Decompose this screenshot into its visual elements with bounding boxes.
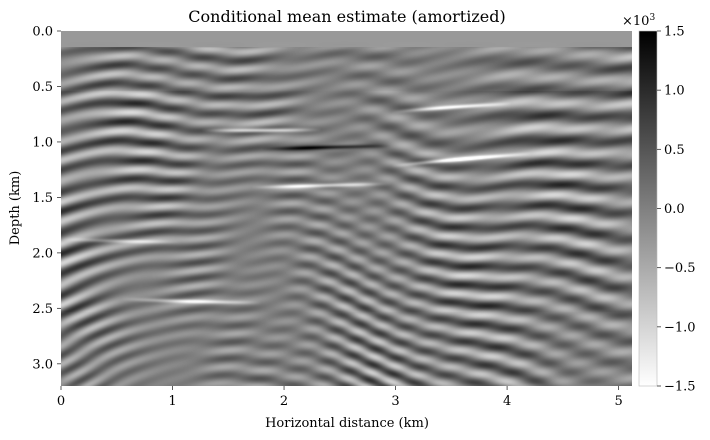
water-layer [61,31,632,47]
seismic-image [61,31,632,386]
chart-title: Conditional mean estimate (amortized) [188,7,505,26]
colorbar-ticks: 1.5 1.0 0.5 0.0 −0.5 −1.0 −1.5 [657,25,696,395]
colorbar-tick-label: 1.5 [664,25,685,40]
y-tick-label: 2.0 [32,246,53,261]
x-tick-label: 0 [57,394,65,409]
colorbar-multiplier: ×103 [622,13,655,29]
colorbar-multiplier-exp: 3 [649,13,655,23]
plot-area [61,31,632,386]
x-tick-label: 4 [503,394,511,409]
x-axis-label: Horizontal distance (km) [265,416,429,431]
colorbar-tick-label: −0.5 [664,261,696,276]
y-axis: 0.0 0.5 1.0 1.5 2.0 2.5 3.0 [32,25,61,372]
colorbar-gradient [638,30,658,387]
colorbar-tick-label: 0.5 [664,143,685,158]
colorbar-tick-label: −1.0 [664,320,696,335]
y-tick-label: 1.0 [32,135,53,150]
x-axis: 0 1 2 3 4 5 [57,386,623,409]
colorbar-tick-label: 1.0 [664,84,685,99]
x-tick-label: 1 [168,394,176,409]
y-axis-label: Depth (km) [8,171,23,246]
y-tick-label: 3.0 [32,357,53,372]
colorbar-tick-label: −1.5 [664,380,696,395]
colorbar: ×103 1.5 1.0 0.5 0.0 −0.5 −1.0 −1.5 [622,13,696,395]
y-tick-label: 0.0 [32,25,53,40]
colorbar-multiplier-base: ×10 [622,14,649,29]
y-tick-label: 1.5 [32,191,53,206]
y-tick-label: 2.5 [32,302,53,317]
colorbar-tick-label: 0.0 [664,202,685,217]
x-tick-label: 3 [391,394,399,409]
x-tick-label: 2 [280,394,288,409]
y-tick-label: 0.5 [32,80,53,95]
x-tick-label: 5 [614,394,622,409]
